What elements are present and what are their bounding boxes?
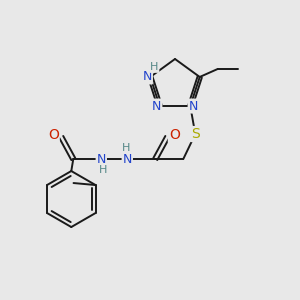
Text: O: O: [48, 128, 59, 142]
Text: H: H: [99, 165, 107, 175]
Text: N: N: [123, 152, 132, 166]
Text: S: S: [191, 127, 200, 141]
Text: N: N: [142, 70, 152, 83]
Text: O: O: [169, 128, 180, 142]
Text: N: N: [97, 152, 106, 166]
Text: N: N: [152, 100, 161, 112]
Text: N: N: [189, 100, 198, 112]
Text: H: H: [122, 143, 130, 153]
Text: H: H: [150, 62, 158, 72]
